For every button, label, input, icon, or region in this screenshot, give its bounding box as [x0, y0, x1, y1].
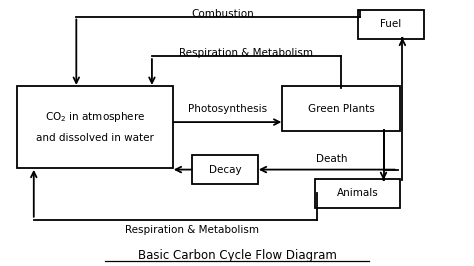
Text: Respiration & Metabolism: Respiration & Metabolism [125, 225, 259, 235]
Text: Basic Carbon Cycle Flow Diagram: Basic Carbon Cycle Flow Diagram [137, 249, 337, 262]
Text: Death: Death [316, 154, 347, 164]
Text: and dissolved in water: and dissolved in water [36, 133, 154, 143]
Text: $\mathregular{CO_2}$ in atmosphere: $\mathregular{CO_2}$ in atmosphere [45, 110, 146, 124]
Text: Combustion: Combustion [191, 9, 254, 19]
Text: Animals: Animals [337, 188, 378, 198]
Text: Photosynthesis: Photosynthesis [188, 104, 267, 114]
FancyBboxPatch shape [192, 155, 258, 184]
Text: Respiration & Metabolism: Respiration & Metabolism [180, 48, 313, 59]
FancyBboxPatch shape [17, 86, 173, 168]
Text: Green Plants: Green Plants [308, 104, 374, 114]
Text: Fuel: Fuel [380, 19, 401, 30]
FancyBboxPatch shape [357, 10, 424, 39]
Text: Decay: Decay [209, 165, 241, 174]
FancyBboxPatch shape [315, 179, 400, 208]
FancyBboxPatch shape [282, 86, 400, 131]
